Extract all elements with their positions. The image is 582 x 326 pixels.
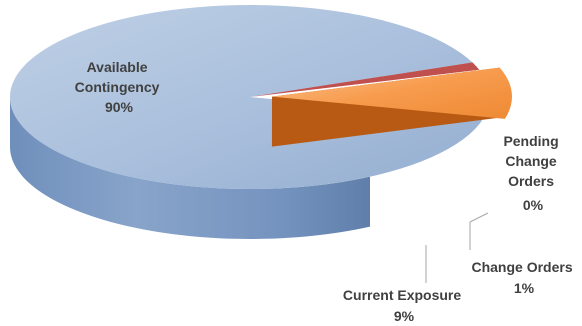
label-current-exposure: Current Exposure 9% [343, 287, 465, 324]
label-current-exposure-name: Current Exposure [343, 287, 461, 303]
label-current-exposure-value: 9% [394, 308, 415, 324]
label-available-contingency-name-1: Available [87, 59, 148, 75]
slice-top-available-contingency [10, 4, 483, 189]
pie-slices [10, 4, 512, 239]
label-available-contingency-value: 90% [105, 99, 134, 115]
label-pending-change-orders-name-3: Orders [508, 173, 554, 189]
slice-top-change-orders [250, 62, 480, 97]
slice-top-current-exposure [271, 67, 512, 119]
label-pending-change-orders-name-1: Pending [503, 133, 558, 149]
label-available-contingency-name-2: Contingency [75, 79, 160, 95]
label-change-orders-value: 1% [514, 280, 535, 296]
label-change-orders: Change Orders 1% [471, 259, 576, 296]
label-pending-change-orders: Pending Change Orders 0% [503, 133, 562, 213]
slice-side-available-contingency [10, 97, 370, 239]
leader-line-change-orders-tick [469, 212, 489, 223]
label-pending-change-orders-value: 0% [523, 197, 544, 213]
label-change-orders-name: Change Orders [471, 259, 572, 275]
leader-lines [425, 212, 489, 283]
label-available-contingency: Available Contingency 90% [75, 59, 164, 115]
data-labels: Available Contingency 90% Pending Change… [75, 59, 576, 324]
label-pending-change-orders-name-2: Change [505, 153, 557, 169]
